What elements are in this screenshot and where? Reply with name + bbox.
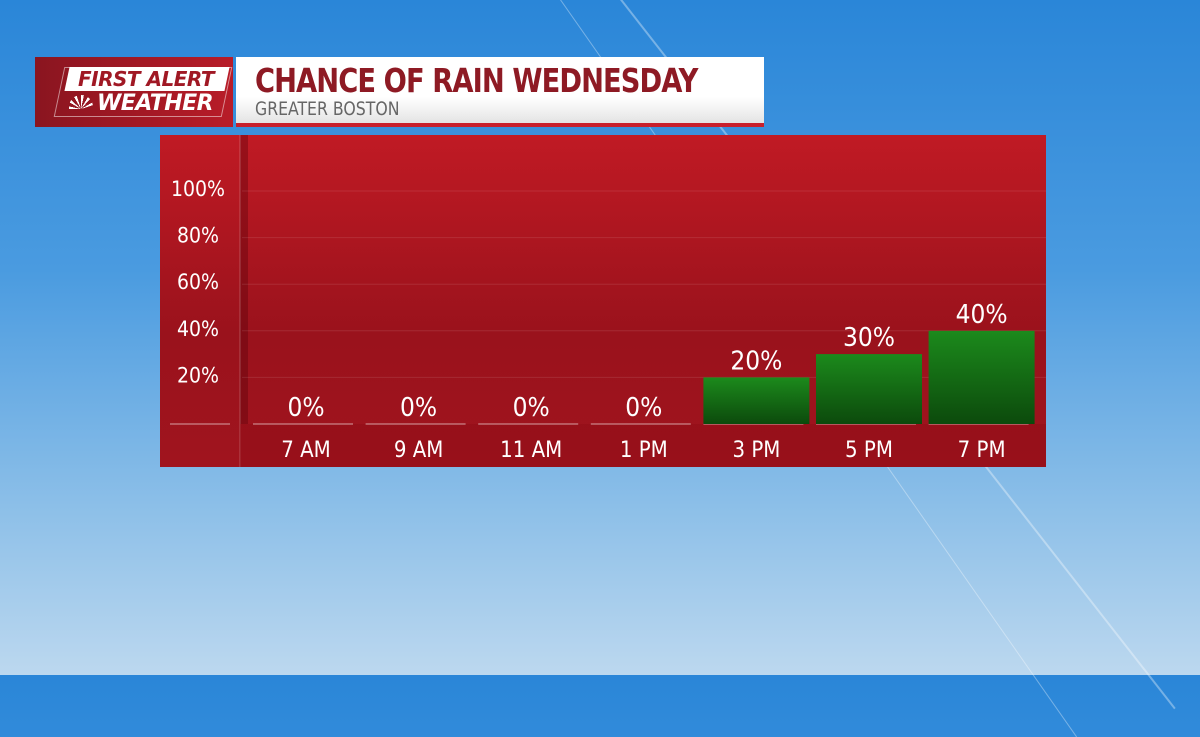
logo-line2: WEATHER [97,91,214,116]
x-axis-band [240,424,1046,467]
y-tick-label: 40% [177,317,219,341]
data-label: 0% [625,393,662,423]
data-label: 30% [843,323,895,353]
rain-chart: 20% 40% 60% 80% 100% 0% 7 AM 0% 9 AM 0% 11 AM 0% 1 P… [170,135,1046,467]
data-label: 0% [513,393,550,423]
first-alert-weather-logo: FIRST ALERT WEATHER [35,57,233,127]
data-label: 20% [730,346,782,376]
page-title: CHANCE OF RAIN WEDNESDAY [255,61,698,100]
x-tick-label: 1 PM [620,438,668,463]
page-subtitle: GREATER BOSTON [255,98,400,120]
bar [816,354,922,424]
x-tick-label: 11 AM [500,438,562,463]
y-tick-label: 80% [177,224,219,248]
data-label: 40% [956,300,1008,330]
bar [928,330,1035,424]
x-tick-label: 9 AM [394,438,444,463]
y-axis-shadow [240,135,248,424]
y-tick-label: 60% [177,270,219,294]
x-tick-label: 5 PM [845,438,893,463]
y-tick-label: 20% [177,363,219,387]
nbc-peacock-icon [69,95,93,109]
y-tick-label: 100% [171,177,225,201]
data-label: 0% [287,393,324,423]
title-box: CHANCE OF RAIN WEDNESDAY GREATER BOSTON [236,57,764,127]
x-tick-label: 3 PM [732,438,780,463]
x-tick-label: 7 PM [958,438,1006,463]
logo-line1: FIRST ALERT [77,67,215,91]
data-label: 0% [400,393,437,423]
bar [703,377,810,424]
chart-panel: 20% 40% 60% 80% 100% 0% 7 AM 0% 9 AM 0% 11 AM 0% 1 P… [160,135,1046,467]
x-tick-label: 7 AM [281,438,331,463]
